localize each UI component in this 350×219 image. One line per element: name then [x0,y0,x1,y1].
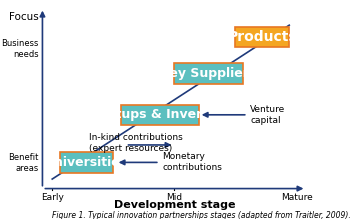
Text: Mid: Mid [166,193,182,201]
Text: Benefit
areas: Benefit areas [8,153,39,173]
Text: Early: Early [41,193,64,201]
FancyBboxPatch shape [121,104,199,125]
Text: Products: Products [228,30,297,44]
Text: Key Suppliers: Key Suppliers [160,67,257,80]
Text: Startups & Inventors: Startups & Inventors [86,108,233,121]
Text: Venture
capital: Venture capital [250,105,285,125]
Text: In-kind contributions
(expert resources): In-kind contributions (expert resources) [89,133,183,154]
FancyBboxPatch shape [174,63,243,84]
Text: Monetary
contributions: Monetary contributions [162,152,222,172]
Text: Mature: Mature [281,193,313,201]
Text: Development stage: Development stage [114,200,235,210]
FancyBboxPatch shape [60,152,113,173]
Text: Business
needs: Business needs [1,39,39,59]
Text: Figure 1. Typical innovation partnerships stages (adapted from Traitler, 2009).: Figure 1. Typical innovation partnership… [52,211,350,219]
FancyBboxPatch shape [236,27,289,47]
Text: Focus: Focus [9,12,39,23]
Text: Universities: Universities [45,156,128,169]
